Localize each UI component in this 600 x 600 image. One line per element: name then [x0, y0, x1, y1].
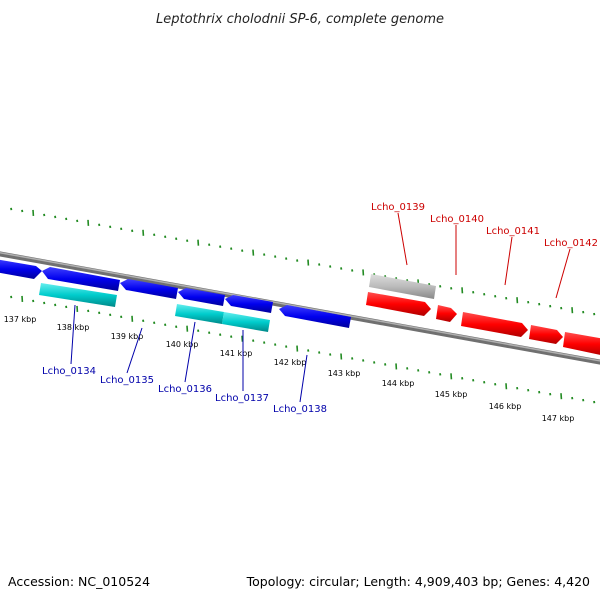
kbp-label: 143 kbp: [328, 369, 361, 378]
genome-backbone: [0, 251, 600, 365]
kbp-label: 142 kbp: [274, 358, 307, 367]
rna-gene-block[interactable]: [222, 312, 270, 332]
gene-label[interactable]: Lcho_0140: [430, 214, 484, 225]
kbp-label: 147 kbp: [542, 414, 575, 423]
kbp-label: 141 kbp: [220, 349, 253, 358]
gene-label[interactable]: Lcho_0142: [544, 238, 598, 249]
gene-label[interactable]: Lcho_0141: [486, 226, 540, 237]
accession-text: Accession: NC_010524: [8, 574, 150, 589]
kbp-label: 145 kbp: [435, 390, 468, 399]
label-leader-line: [70, 304, 76, 365]
label-leader-line: [126, 327, 143, 374]
label-leader-line: [184, 321, 196, 383]
gene-arrow[interactable]: [42, 267, 120, 291]
gene-label[interactable]: Lcho_0138: [273, 404, 327, 415]
kbp-label: 140 kbp: [166, 340, 199, 349]
label-leader-line: [397, 212, 408, 266]
gene-arrow[interactable]: [178, 288, 225, 306]
kbp-label: 144 kbp: [382, 379, 415, 388]
map-title: Leptothrix cholodnii SP-6, complete geno…: [156, 12, 444, 27]
reverse-strand-genes: [0, 259, 351, 332]
gene-arrow[interactable]: [279, 305, 351, 328]
kbp-label: 137 kbp: [4, 315, 37, 324]
kbp-label: 139 kbp: [111, 332, 144, 341]
gene-arrow[interactable]: [120, 279, 178, 299]
genome-summary-text: Topology: circular; Length: 4,909,403 bp…: [246, 574, 590, 589]
gene-label[interactable]: Lcho_0134: [42, 366, 96, 377]
forward-strand-genes: [366, 274, 600, 356]
pseudo-gene-block[interactable]: [369, 274, 436, 299]
lower-tick-track: [10, 295, 596, 404]
gene-arrow[interactable]: [461, 312, 528, 337]
gene-arrow[interactable]: [225, 295, 273, 313]
gene-label[interactable]: Lcho_0135: [100, 375, 154, 386]
gene-label[interactable]: Lcho_0137: [215, 393, 269, 404]
gene-arrow[interactable]: [0, 259, 42, 279]
label-leader-line: [555, 248, 571, 299]
rna-gene-block[interactable]: [39, 283, 117, 307]
gene-label[interactable]: Lcho_0136: [158, 384, 212, 395]
gene-arrow[interactable]: [563, 332, 600, 356]
gene-label[interactable]: Lcho_0139: [371, 202, 425, 213]
gene-arrow[interactable]: [366, 292, 431, 316]
gene-arrow[interactable]: [529, 325, 563, 344]
gene-arrow[interactable]: [436, 305, 457, 322]
label-leader-line: [504, 236, 513, 286]
kbp-label: 146 kbp: [489, 402, 522, 411]
rna-gene-block[interactable]: [175, 304, 224, 324]
label-leader-line: [299, 354, 308, 403]
